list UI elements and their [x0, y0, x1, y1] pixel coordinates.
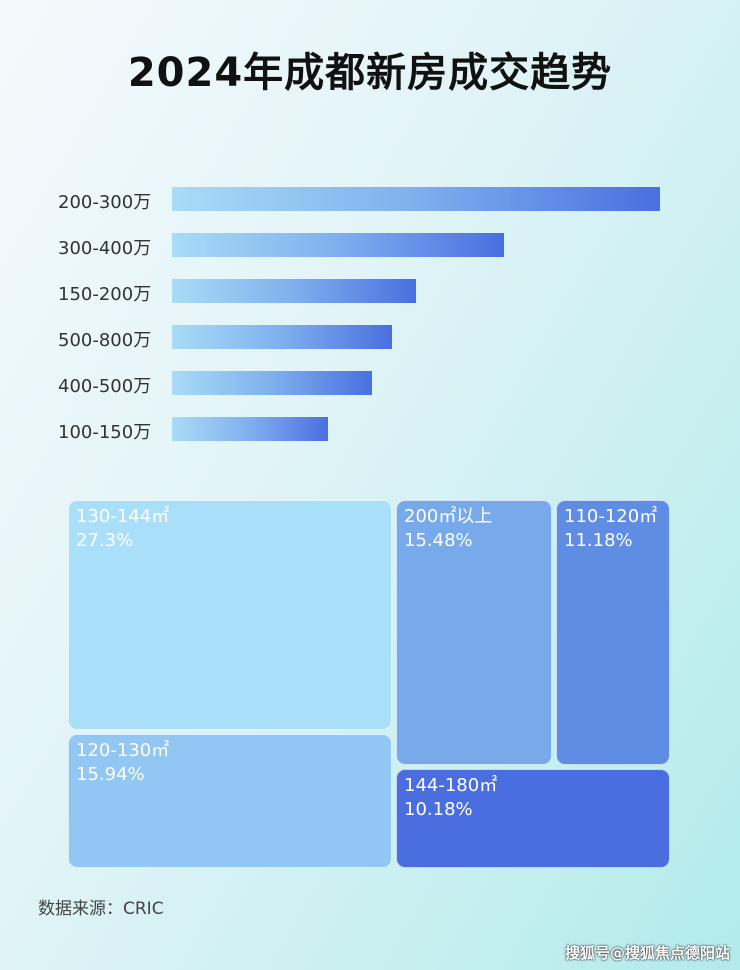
treemap-cell: 200㎡以上 15.48% — [396, 500, 552, 765]
chart-title: 2024年成都新房成交趋势 — [127, 50, 613, 96]
bar-label: 200-300万 — [58, 192, 152, 213]
bar-label: 300-400万 — [58, 238, 152, 259]
bar — [172, 417, 329, 441]
bar — [172, 187, 660, 211]
treemap-cell: 130-144㎡ 27.3% — [68, 500, 392, 730]
data-source: 数据来源：CRIC — [38, 899, 164, 919]
bar-label: 150-200万 — [58, 284, 152, 305]
treemap-cell-label: 110-120㎡ — [564, 506, 658, 527]
treemap-cell-value: 10.18% — [404, 799, 473, 820]
treemap-cell-value: 15.48% — [404, 530, 473, 551]
bar — [172, 279, 416, 303]
bar-label: 400-500万 — [58, 376, 152, 397]
treemap-cell-label: 130-144㎡ — [76, 506, 170, 527]
bar — [172, 371, 373, 395]
treemap-cell: 120-130㎡ 15.94% — [68, 734, 392, 868]
watermark: 搜狐号@搜狐焦点德阳站 — [564, 944, 730, 962]
treemap-cell-label: 144-180㎡ — [404, 775, 498, 796]
bar-label: 100-150万 — [58, 422, 152, 443]
treemap-cell: 144-180㎡ 10.18% — [396, 769, 670, 868]
treemap-cell-value: 27.3% — [76, 530, 134, 551]
bar — [172, 325, 392, 349]
treemap-cell-value: 15.94% — [76, 764, 145, 785]
treemap-cell: 110-120㎡ 11.18% — [556, 500, 670, 765]
treemap-cell-label: 120-130㎡ — [76, 740, 170, 761]
treemap-cell-label: 200㎡以上 — [404, 506, 493, 527]
bar — [172, 233, 504, 257]
treemap-cell-value: 11.18% — [564, 530, 633, 551]
bar-label: 500-800万 — [58, 330, 152, 351]
